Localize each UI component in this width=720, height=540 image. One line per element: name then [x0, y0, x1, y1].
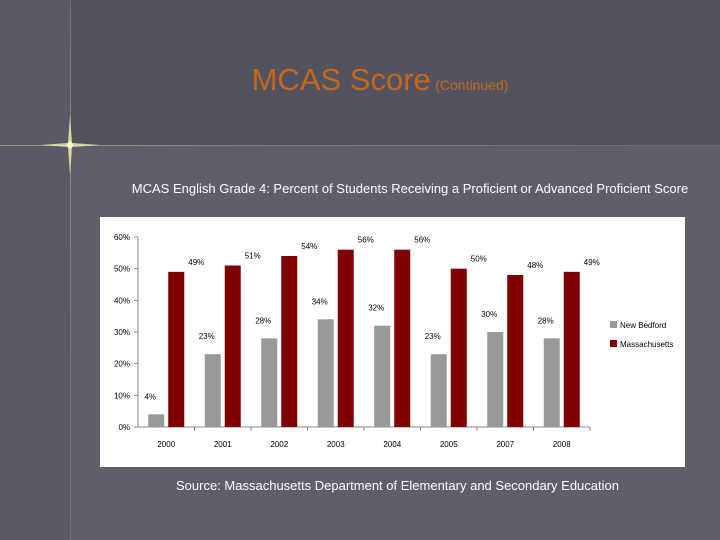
bar-massachusetts	[450, 268, 467, 427]
bar-massachusetts	[507, 275, 524, 427]
x-tick-label: 2008	[553, 440, 571, 449]
sparkle-icon	[40, 115, 100, 175]
bar-massachusetts	[281, 256, 298, 427]
x-tick-label: 2001	[214, 440, 232, 449]
bar-new-bedford	[487, 332, 504, 427]
data-label: 32%	[368, 304, 384, 313]
bar-massachusetts	[168, 271, 185, 427]
x-tick-label: 2002	[270, 440, 288, 449]
source-note: Source: Massachusetts Department of Elem…	[176, 478, 619, 493]
data-label: 50%	[471, 255, 487, 264]
legend-swatch	[610, 321, 617, 328]
x-tick-label: 2003	[327, 440, 345, 449]
legend-label: New Bedford	[620, 321, 666, 330]
decorative-horizontal-line	[0, 145, 720, 146]
data-label: 49%	[584, 258, 600, 267]
bar-new-bedford	[430, 354, 447, 427]
data-label: 49%	[188, 258, 204, 267]
y-tick-label: 0%	[118, 423, 130, 432]
slide-title: MCAS Score (Continued)	[0, 62, 720, 98]
data-label: 54%	[301, 242, 317, 251]
bar-chart: 0% 10% 20% 30% 40% 50% 60% 2000 4% 49% 2001 23% 51% 2…	[114, 233, 673, 449]
bar-massachusetts	[394, 249, 411, 427]
bar-new-bedford	[543, 338, 560, 427]
y-tick-label: 60%	[114, 233, 130, 242]
bar-massachusetts	[337, 249, 354, 427]
bar-new-bedford	[148, 414, 165, 427]
y-tick-label: 40%	[114, 296, 130, 305]
bar-new-bedford	[204, 354, 221, 427]
data-label: 51%	[245, 252, 261, 261]
bar-massachusetts	[224, 265, 241, 427]
bar-new-bedford	[317, 319, 334, 427]
bar-new-bedford	[261, 338, 278, 427]
slide-title-sub: (Continued)	[435, 77, 509, 93]
x-tick-label: 2007	[496, 440, 514, 449]
data-label: 48%	[527, 261, 543, 270]
data-label: 34%	[312, 297, 328, 306]
slide-title-main: MCAS Score	[251, 62, 431, 97]
chart-area: 0% 10% 20% 30% 40% 50% 60% 2000 4% 49% 2001 23% 51% 2…	[100, 217, 685, 467]
chart-title: MCAS English Grade 4: Percent of Student…	[131, 181, 689, 196]
x-tick-label: 2004	[383, 440, 401, 449]
background-left-band	[0, 0, 70, 540]
data-label: 4%	[144, 392, 156, 401]
data-label: 56%	[414, 236, 430, 245]
data-label: 30%	[481, 310, 497, 319]
data-label: 23%	[425, 332, 441, 341]
data-label: 23%	[199, 332, 215, 341]
x-tick-label: 2005	[440, 440, 458, 449]
y-tick-label: 50%	[114, 265, 130, 274]
y-tick-label: 30%	[114, 328, 130, 337]
legend-swatch	[610, 340, 617, 347]
y-tick-label: 20%	[114, 360, 130, 369]
bar-new-bedford	[374, 325, 391, 427]
data-label: 56%	[358, 236, 374, 245]
y-tick-label: 10%	[114, 391, 130, 400]
decorative-vertical-line	[70, 0, 71, 540]
bar-massachusetts	[563, 271, 580, 427]
data-label: 28%	[538, 316, 554, 325]
legend-label: Massachusetts	[620, 340, 673, 349]
data-label: 28%	[255, 316, 271, 325]
x-tick-label: 2000	[157, 440, 175, 449]
